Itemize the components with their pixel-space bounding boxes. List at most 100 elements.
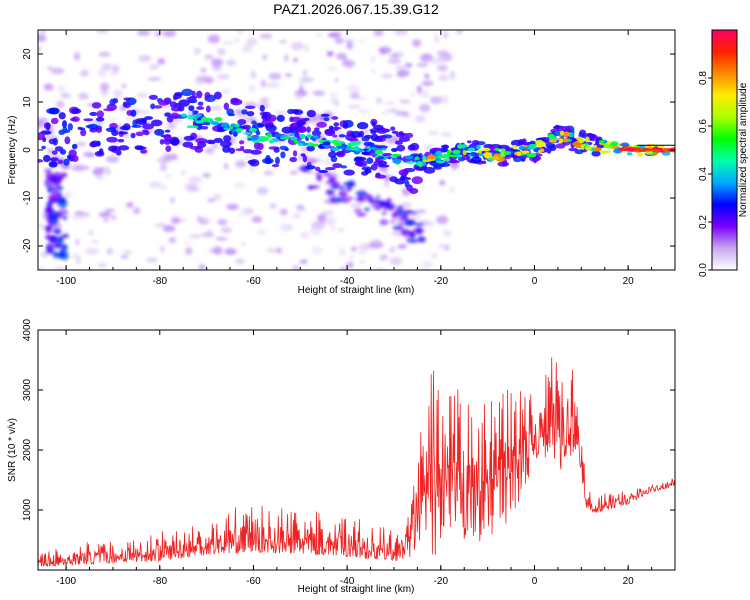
noise-blob — [224, 163, 229, 170]
noise-blob — [334, 98, 339, 107]
colorbar-tick-label: 0.8 — [698, 71, 709, 85]
ridge-blob — [205, 105, 211, 113]
ridge-blob — [235, 148, 245, 152]
tail-blob — [341, 196, 354, 201]
ridge-blob — [58, 112, 66, 120]
ridge-core-blob — [445, 159, 450, 162]
ridge-blob — [71, 108, 82, 114]
ridge-blob — [105, 127, 117, 133]
noise-blob — [72, 164, 86, 172]
noise-blob — [279, 40, 287, 44]
ridge-core-blob — [370, 152, 377, 156]
ridge-blob — [296, 127, 307, 133]
ridge-blob — [324, 166, 336, 171]
spectrogram-y-axis-label: Frequency (Hz) — [7, 116, 18, 185]
ridge-core-blob — [436, 160, 445, 164]
ridge-blob — [300, 153, 306, 157]
noise-blob — [384, 182, 390, 187]
noise-blob — [202, 173, 211, 178]
ridge-core-blob — [330, 147, 340, 152]
ridge-blob — [106, 136, 118, 143]
noise-blob — [414, 115, 426, 123]
noise-blob — [309, 227, 322, 236]
noise-blob — [350, 92, 360, 100]
ridge-peak-blob — [624, 147, 633, 151]
ridge-core-blob — [405, 161, 416, 164]
noise-blob — [38, 46, 42, 52]
noise-blob — [247, 84, 256, 93]
ridge-blob — [354, 161, 364, 166]
snr-plot: -100 -80 -60 -40 -20 0 20 1000 2000 3000 4000 Heig… — [7, 318, 676, 595]
ridge-blob — [148, 94, 159, 100]
noise-blob — [357, 109, 372, 113]
noise-blob — [251, 216, 263, 223]
ridge-core-blob — [231, 124, 237, 127]
noise-blob — [170, 196, 176, 205]
noise-blob — [149, 64, 160, 70]
noise-blob — [57, 85, 66, 93]
ridge-blob — [89, 127, 98, 133]
ridge-blob — [166, 115, 174, 123]
tail-blob — [368, 198, 374, 204]
noise-blob — [180, 170, 187, 176]
noise-blob — [73, 52, 81, 61]
ridge-core-blob — [370, 144, 377, 148]
x-tick-label: -100 — [56, 276, 76, 287]
ridge-blob — [510, 154, 515, 158]
ridge-blob — [204, 91, 211, 99]
ridge-core-blob — [299, 134, 306, 139]
noise-blob — [269, 203, 277, 209]
ridge-blob — [242, 149, 254, 154]
column-blob — [45, 234, 52, 240]
ridge-blob — [134, 145, 144, 151]
ridge-blob — [153, 105, 163, 109]
ridge-blob — [178, 99, 190, 107]
ridge-blob — [77, 126, 82, 130]
noise-blob — [336, 52, 347, 60]
ridge-core-blob — [232, 131, 238, 137]
ridge-blob — [186, 96, 194, 101]
noise-blob — [194, 47, 201, 56]
snr-ticks: -100 -80 -60 -40 -20 0 20 1000 2000 3000 4000 — [22, 318, 676, 587]
ridge-core-blob — [353, 151, 360, 155]
ridge-core-blob — [290, 136, 298, 141]
ridge-blob — [343, 169, 355, 176]
tail-blob — [355, 190, 368, 196]
ridge-core-blob — [484, 153, 493, 159]
ridge-core-blob — [312, 135, 318, 139]
ridge-core-blob — [274, 133, 284, 138]
ridge-core-blob — [554, 131, 561, 136]
ridge-blob — [582, 133, 594, 140]
ridge-blob — [228, 147, 236, 154]
ridge-blob — [390, 126, 396, 131]
ridge-blob — [335, 150, 346, 158]
y-tick-label: 20 — [22, 48, 33, 60]
ridge-blob — [398, 169, 409, 176]
noise-blob — [411, 91, 416, 98]
tail-blob — [356, 212, 367, 217]
noise-blob — [82, 151, 95, 158]
ridge-blob — [170, 112, 180, 118]
tail-blob — [400, 228, 411, 236]
ridge-core-blob — [610, 141, 619, 147]
ridge-core-blob — [426, 154, 437, 160]
noise-blob — [295, 92, 302, 101]
column-blob — [50, 173, 58, 183]
ridge-core-blob — [558, 138, 564, 143]
tail-blob — [409, 231, 416, 239]
ridge-blob — [545, 145, 552, 154]
noise-blob — [210, 105, 223, 111]
ridge-blob — [159, 138, 165, 145]
ridge-blob — [230, 98, 243, 106]
ridge-core-blob — [539, 148, 545, 153]
noise-blob — [103, 217, 109, 223]
ridge-blob — [50, 117, 59, 125]
ridge-blob — [130, 132, 136, 139]
noise-blob — [311, 221, 325, 230]
ridge-core-blob — [214, 117, 223, 122]
noise-blob — [225, 59, 237, 67]
noise-blob — [383, 101, 397, 105]
ridge-blob — [237, 118, 247, 125]
noise-blob — [99, 82, 110, 92]
